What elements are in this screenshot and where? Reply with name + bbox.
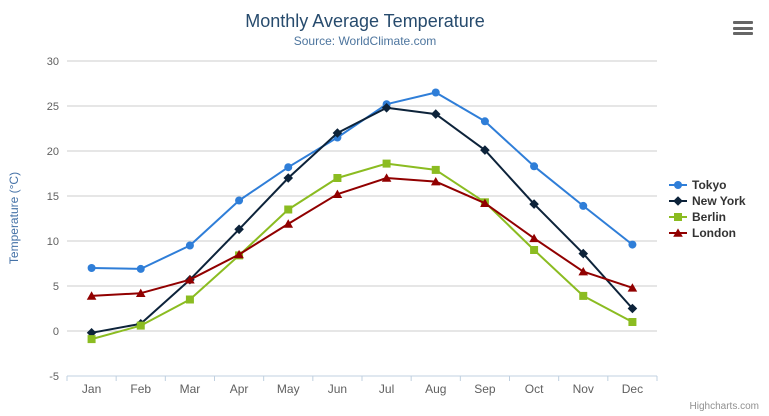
x-axis-label: Aug [425,382,446,396]
series-line-new-york [90,106,634,334]
marker-new-york-sep[interactable] [480,145,490,155]
marker-berlin-may[interactable] [284,205,293,214]
marker-tokyo-mar[interactable] [185,241,194,250]
x-axis-label: Apr [230,382,249,396]
marker-new-york-aug[interactable] [430,109,441,119]
legend-label: Tokyo [692,178,727,192]
diamond-glyph [673,196,683,206]
marker-berlin-aug[interactable] [431,165,440,174]
marker-london-mar[interactable] [185,275,195,284]
circle-marker-icon [669,181,687,189]
square-glyph [674,213,682,221]
legend-label: London [692,226,736,240]
marker-tokyo-dec[interactable] [628,240,637,249]
x-axis-label: May [277,382,300,396]
y-axis-label: 5 [53,281,59,293]
chart-title: Monthly Average Temperature [245,11,485,31]
hamburger-icon [733,21,753,24]
marker-new-york-dec[interactable] [627,303,638,314]
legend: Tokyo New York Berlin London [669,177,746,241]
legend-item-tokyo[interactable]: Tokyo [669,177,746,193]
x-axis-label: Mar [180,382,201,396]
y-axis-label: 30 [47,56,59,68]
hamburger-icon [733,32,753,35]
triangle-marker-icon [669,228,687,237]
legend-item-london[interactable]: London [669,225,746,241]
x-axis-label: Jan [82,382,101,396]
hamburger-icon [733,26,753,30]
marker-berlin-nov[interactable] [579,291,588,300]
marker-new-york-jun[interactable] [332,128,343,138]
marker-new-york-oct[interactable] [529,199,539,209]
marker-tokyo-aug[interactable] [431,88,440,97]
series-line-tokyo [90,91,634,270]
marker-tokyo-nov[interactable] [579,201,588,210]
marker-berlin-oct[interactable] [530,246,539,254]
export-menu-button[interactable] [731,19,755,37]
x-axis-label: Feb [130,382,151,396]
diamond-marker-icon [669,196,687,206]
marker-berlin-jan[interactable] [87,335,96,344]
y-axis-title: Temperature (°C) [7,171,21,265]
marker-berlin-feb[interactable] [136,321,145,330]
marker-london-feb[interactable] [135,288,146,297]
y-axis-label: 10 [47,236,59,248]
marker-new-york-jul[interactable] [381,103,392,113]
marker-new-york-nov[interactable] [578,248,589,259]
marker-new-york-jan[interactable] [86,328,97,338]
y-axis-label: 15 [47,191,59,203]
marker-london-aug[interactable] [430,177,441,186]
marker-new-york-may[interactable] [283,173,294,183]
marker-london-may[interactable] [283,219,294,228]
triangle-glyph [673,228,683,237]
x-axis-label: Sep [474,382,496,396]
marker-london-sep[interactable] [480,198,490,207]
marker-berlin-dec[interactable] [628,318,637,326]
legend-item-berlin[interactable]: Berlin [669,209,746,225]
x-axis-label: Jun [328,382,347,396]
chart-subtitle: Source: WorldClimate.com [293,34,437,48]
marker-tokyo-oct[interactable] [530,162,539,171]
legend-item-new-york[interactable]: New York [669,193,746,209]
marker-london-jun[interactable] [332,189,343,198]
marker-tokyo-jan[interactable] [87,264,96,272]
y-axis-label: 20 [47,146,59,158]
legend-label: New York [692,194,746,208]
marker-tokyo-sep[interactable] [480,117,489,126]
square-marker-icon [669,213,687,221]
marker-tokyo-apr[interactable] [235,196,244,205]
series-line-berlin [90,162,634,341]
marker-berlin-jun[interactable] [333,174,342,182]
marker-new-york-apr[interactable] [234,224,244,235]
marker-berlin-mar[interactable] [185,295,194,304]
marker-tokyo-feb[interactable] [136,264,145,273]
x-axis-label: Jul [379,382,394,396]
x-axis-label: Oct [525,382,544,396]
legend-label: Berlin [692,210,727,224]
marker-london-dec[interactable] [627,283,638,292]
marker-london-nov[interactable] [578,267,589,276]
y-axis-label: -5 [49,371,59,383]
marker-berlin-jul[interactable] [382,159,391,168]
marker-london-apr[interactable] [234,249,244,259]
marker-london-oct[interactable] [529,233,539,243]
y-axis-label: 0 [53,326,59,338]
x-axis-label: Dec [622,382,643,396]
marker-london-jul[interactable] [381,173,392,182]
y-axis-label: 25 [47,101,59,113]
marker-london-jan[interactable] [86,291,97,300]
circle-glyph [674,181,682,189]
credits-link[interactable]: Highcharts.com [689,401,759,412]
x-axis-label: Nov [573,382,594,396]
marker-tokyo-may[interactable] [284,163,293,172]
series-line-london [90,177,634,297]
